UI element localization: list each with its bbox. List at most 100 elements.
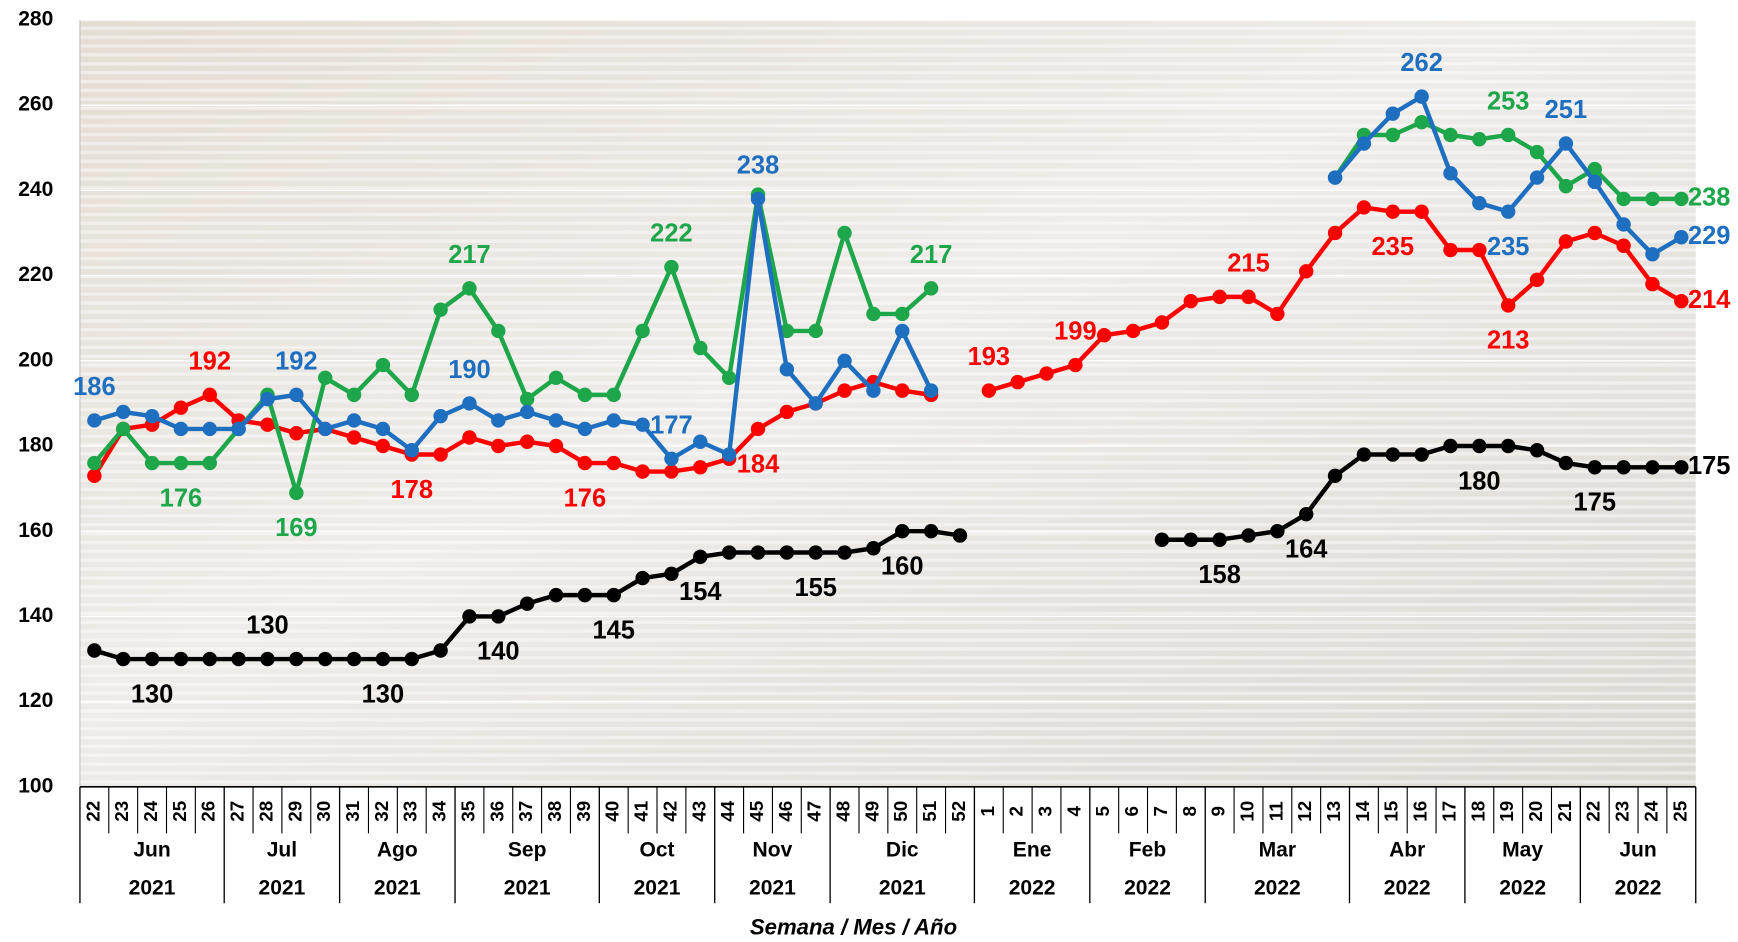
point [433, 302, 447, 316]
point [895, 383, 909, 397]
week-label: 47 [804, 801, 825, 822]
week-label: 51 [919, 801, 940, 822]
point [520, 435, 534, 449]
point [1616, 192, 1630, 206]
point [1386, 106, 1400, 120]
point [1588, 460, 1602, 474]
point [174, 422, 188, 436]
week-label: 12 [1294, 801, 1315, 822]
y-tick-label: 120 [18, 689, 53, 712]
point [433, 409, 447, 423]
point [1501, 439, 1515, 453]
point [376, 358, 390, 372]
data-label: 140 [477, 638, 520, 666]
point [87, 469, 101, 483]
week-label: 21 [1554, 801, 1575, 822]
point [87, 456, 101, 470]
point [607, 388, 621, 402]
point [145, 456, 159, 470]
point [1357, 447, 1371, 461]
year-label: 2021 [504, 876, 551, 899]
point [491, 324, 505, 338]
data-label: 235 [1372, 233, 1415, 261]
data-label: 160 [881, 553, 923, 581]
data-label: 251 [1545, 96, 1588, 124]
point [87, 413, 101, 427]
week-label: 31 [342, 801, 363, 822]
data-label: 130 [362, 680, 405, 708]
point [491, 439, 505, 453]
point [405, 652, 419, 666]
week-label: 50 [890, 801, 911, 822]
month-label: Feb [1129, 839, 1166, 862]
point [1616, 460, 1630, 474]
point [635, 464, 649, 478]
point [924, 524, 938, 538]
month-label: Ago [377, 839, 418, 862]
point [462, 609, 476, 623]
point [780, 545, 794, 559]
point [1443, 128, 1457, 142]
point [1645, 192, 1659, 206]
data-label: 177 [650, 411, 693, 439]
data-label: 193 [968, 343, 1011, 371]
point [1299, 264, 1313, 278]
data-label: 217 [910, 241, 953, 269]
year-label: 2021 [879, 876, 926, 899]
point [693, 460, 707, 474]
point [347, 413, 361, 427]
point [1559, 136, 1573, 150]
point [231, 422, 245, 436]
point [1414, 89, 1428, 103]
week-label: 37 [515, 801, 536, 822]
point [1184, 294, 1198, 308]
point [433, 447, 447, 461]
week-label: 11 [1265, 801, 1286, 821]
point [1414, 447, 1428, 461]
week-label: 23 [1612, 801, 1633, 822]
point [635, 417, 649, 431]
point [1674, 294, 1688, 308]
point [1414, 115, 1428, 129]
data-label: 130 [131, 680, 174, 708]
point [1501, 298, 1515, 312]
point [462, 281, 476, 295]
point [116, 422, 130, 436]
point [174, 456, 188, 470]
point [1299, 507, 1313, 521]
y-tick-label: 280 [18, 8, 53, 31]
week-label: 35 [457, 801, 478, 822]
year-label: 2022 [1615, 876, 1662, 899]
point [1155, 533, 1169, 547]
point [1414, 204, 1428, 218]
point [1645, 460, 1659, 474]
point [1530, 170, 1544, 184]
month-label: Oct [639, 839, 674, 862]
week-label: 17 [1438, 801, 1459, 822]
point [1270, 307, 1284, 321]
month-label: Sep [508, 839, 547, 862]
week-label: 6 [1121, 806, 1142, 816]
point [837, 545, 851, 559]
point [289, 426, 303, 440]
point [751, 422, 765, 436]
point [664, 452, 678, 466]
point [1645, 247, 1659, 261]
month-label: Nov [753, 839, 793, 862]
data-label: 217 [448, 241, 491, 269]
month-label: Jul [267, 839, 297, 862]
point [895, 307, 909, 321]
point [318, 652, 332, 666]
point [578, 588, 592, 602]
point [405, 443, 419, 457]
week-label: 8 [1179, 806, 1200, 816]
point [376, 439, 390, 453]
data-label: 229 [1688, 222, 1730, 250]
data-label: 222 [650, 220, 693, 248]
week-label: 32 [371, 801, 392, 822]
week-label: 3 [1035, 806, 1056, 816]
point [722, 371, 736, 385]
month-label: Dic [886, 839, 919, 862]
point [578, 388, 592, 402]
point [462, 430, 476, 444]
